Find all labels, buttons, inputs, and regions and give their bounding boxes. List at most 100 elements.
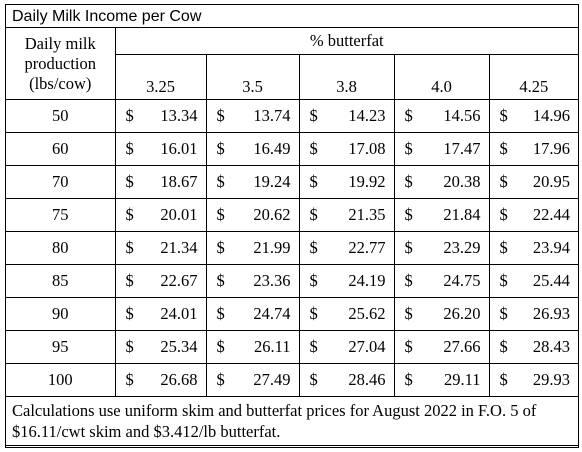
currency-symbol: $ <box>499 106 508 125</box>
currency-symbol: $ <box>499 304 508 323</box>
currency-symbol: $ <box>404 205 413 224</box>
table-row: 85 $22.67 $23.36 $24.19 $24.75 $25.44 <box>6 264 578 298</box>
currency-symbol: $ <box>125 172 134 191</box>
income-cell: $26.68 <box>114 363 207 397</box>
currency-symbol: $ <box>216 271 225 290</box>
income-cell: $17.47 <box>393 132 490 166</box>
production-header: Daily milk production (lbs/cow) <box>6 28 116 100</box>
currency-symbol: $ <box>216 337 225 356</box>
income-cell: $27.49 <box>205 363 300 397</box>
income-value: 29.93 <box>532 370 570 389</box>
income-value: 16.01 <box>160 139 198 158</box>
production-cell: 80 <box>6 231 116 265</box>
income-cell: $17.96 <box>488 132 578 166</box>
currency-symbol: $ <box>404 370 413 389</box>
milk-income-table: Daily milk production (lbs/cow) % butter… <box>6 28 578 446</box>
income-value: 14.96 <box>532 106 570 125</box>
income-value: 23.29 <box>443 238 481 257</box>
income-cell: $20.38 <box>393 165 490 199</box>
currency-symbol: $ <box>309 337 318 356</box>
income-value: 13.74 <box>253 106 291 125</box>
butterfat-header: % butterfat <box>114 28 578 55</box>
income-value: 19.24 <box>253 172 291 191</box>
income-value: 20.62 <box>253 205 291 224</box>
income-value: 23.94 <box>532 238 570 257</box>
income-cell: $26.93 <box>488 297 578 331</box>
income-cell: $24.01 <box>114 297 207 331</box>
currency-symbol: $ <box>125 304 134 323</box>
table-title: Daily Milk Income per Cow <box>6 5 578 28</box>
income-cell: $19.92 <box>298 165 395 199</box>
income-value: 24.74 <box>253 304 291 323</box>
currency-symbol: $ <box>125 337 134 356</box>
currency-symbol: $ <box>404 172 413 191</box>
currency-symbol: $ <box>309 172 318 191</box>
footnote-row: Calculations use uniform skim and butter… <box>6 396 578 446</box>
income-value: 24.01 <box>160 304 198 323</box>
income-cell: $26.20 <box>393 297 490 331</box>
butterfat-column-header: 4.25 <box>488 54 578 100</box>
income-value: 27.49 <box>253 370 291 389</box>
income-cell: $27.66 <box>393 330 490 364</box>
income-value: 28.43 <box>532 337 570 356</box>
currency-symbol: $ <box>125 271 134 290</box>
income-cell: $20.01 <box>114 198 207 232</box>
currency-symbol: $ <box>216 106 225 125</box>
income-value: 19.92 <box>348 172 386 191</box>
currency-symbol: $ <box>404 106 413 125</box>
income-value: 14.56 <box>443 106 481 125</box>
currency-symbol: $ <box>499 139 508 158</box>
income-value: 21.84 <box>443 205 481 224</box>
income-value: 29.11 <box>443 370 481 389</box>
header-row-group: Daily milk production (lbs/cow) % butter… <box>6 28 578 100</box>
income-cell: $17.08 <box>298 132 395 166</box>
table-row: 50 $13.34 $13.74 $14.23 $14.56 $14.96 <box>6 99 578 133</box>
currency-symbol: $ <box>309 370 318 389</box>
currency-symbol: $ <box>404 304 413 323</box>
income-value: 21.34 <box>160 238 198 257</box>
income-cell: $21.99 <box>205 231 300 265</box>
income-cell: $28.43 <box>488 330 578 364</box>
table-row: 90 $24.01 $24.74 $25.62 $26.20 $26.93 <box>6 297 578 331</box>
butterfat-column-header: 3.5 <box>205 54 300 100</box>
income-cell: $25.44 <box>488 264 578 298</box>
currency-symbol: $ <box>404 139 413 158</box>
income-value: 13.34 <box>160 106 198 125</box>
currency-symbol: $ <box>499 205 508 224</box>
income-cell: $13.34 <box>114 99 207 133</box>
currency-symbol: $ <box>309 271 318 290</box>
currency-symbol: $ <box>499 271 508 290</box>
currency-symbol: $ <box>499 337 508 356</box>
currency-symbol: $ <box>404 271 413 290</box>
income-cell: $14.96 <box>488 99 578 133</box>
income-cell: $14.56 <box>393 99 490 133</box>
income-value: 21.35 <box>348 205 386 224</box>
currency-symbol: $ <box>125 139 134 158</box>
income-cell: $16.01 <box>114 132 207 166</box>
production-cell: 85 <box>6 264 116 298</box>
income-value: 14.23 <box>348 106 386 125</box>
income-value: 22.67 <box>160 271 198 290</box>
income-value: 27.04 <box>348 337 386 356</box>
income-value: 18.67 <box>160 172 198 191</box>
income-cell: $25.62 <box>298 297 395 331</box>
income-cell: $29.93 <box>488 363 578 397</box>
income-value: 17.47 <box>443 139 481 158</box>
income-value: 20.38 <box>443 172 481 191</box>
income-value: 25.62 <box>348 304 386 323</box>
income-cell: $27.04 <box>298 330 395 364</box>
income-value: 24.75 <box>443 271 481 290</box>
income-cell: $26.11 <box>205 330 300 364</box>
income-cell: $24.75 <box>393 264 490 298</box>
income-value: 17.96 <box>532 139 570 158</box>
currency-symbol: $ <box>404 238 413 257</box>
currency-symbol: $ <box>309 304 318 323</box>
butterfat-column-header: 3.8 <box>298 54 395 100</box>
income-value: 25.34 <box>160 337 198 356</box>
income-value: 16.49 <box>253 139 291 158</box>
table-body: 50 $13.34 $13.74 $14.23 $14.56 $14.96 60 $16.01… <box>6 99 578 397</box>
table-row: 60 $16.01 $16.49 $17.08 $17.47 $17.96 <box>6 132 578 166</box>
production-cell: 90 <box>6 297 116 331</box>
production-cell: 95 <box>6 330 116 364</box>
income-cell: $21.35 <box>298 198 395 232</box>
